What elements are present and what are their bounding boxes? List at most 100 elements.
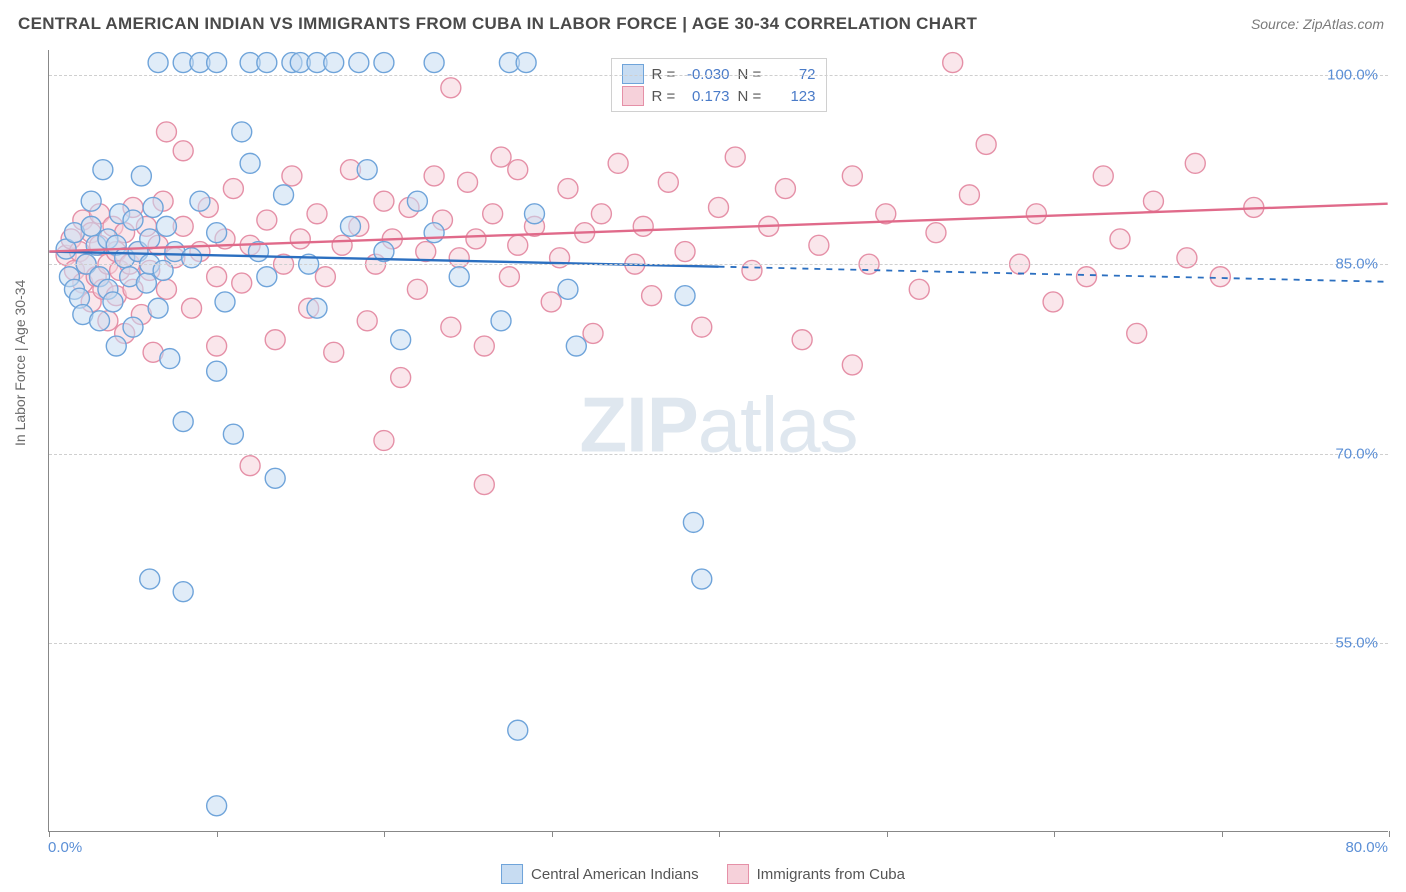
data-point <box>407 279 427 299</box>
data-point <box>198 197 218 217</box>
data-point <box>608 153 628 173</box>
data-point <box>257 53 277 73</box>
data-point <box>675 286 695 306</box>
data-point <box>81 292 101 312</box>
data-point <box>424 53 444 73</box>
trend-lines-layer <box>49 50 1388 831</box>
data-point <box>160 349 180 369</box>
data-point <box>441 317 461 337</box>
data-point <box>173 216 193 236</box>
data-point <box>223 424 243 444</box>
data-point <box>692 317 712 337</box>
data-point <box>173 53 193 73</box>
data-point <box>98 229 118 249</box>
data-point <box>909 279 929 299</box>
watermark-bold: ZIP <box>579 380 697 468</box>
legend-label-a: Central American Indians <box>531 866 699 883</box>
data-point <box>59 267 79 287</box>
data-point <box>842 355 862 375</box>
data-point <box>207 336 227 356</box>
trend-line <box>49 204 1387 252</box>
data-point <box>499 53 519 73</box>
data-point <box>215 229 235 249</box>
data-point <box>123 210 143 230</box>
data-point <box>240 153 260 173</box>
data-point <box>491 311 511 331</box>
data-point <box>575 223 595 243</box>
data-point <box>215 292 235 312</box>
data-point <box>90 204 110 224</box>
data-point <box>165 242 185 262</box>
x-tick <box>1222 831 1223 837</box>
data-point <box>173 412 193 432</box>
chart-title: CENTRAL AMERICAN INDIAN VS IMMIGRANTS FR… <box>18 14 977 34</box>
data-point <box>153 191 173 211</box>
data-point <box>81 223 101 243</box>
data-point <box>240 456 260 476</box>
x-tick <box>552 831 553 837</box>
data-point <box>56 245 76 265</box>
data-point <box>173 582 193 602</box>
gridline <box>49 643 1388 644</box>
data-point <box>725 147 745 167</box>
data-point <box>926 223 946 243</box>
data-point <box>156 279 176 299</box>
data-point <box>382 229 402 249</box>
data-point <box>136 273 156 293</box>
data-point <box>524 216 544 236</box>
data-point <box>391 330 411 350</box>
data-point <box>324 53 344 73</box>
data-point <box>123 317 143 337</box>
data-point <box>675 242 695 262</box>
data-point <box>516 53 536 73</box>
data-point <box>207 796 227 816</box>
data-point <box>432 210 452 230</box>
data-point <box>240 53 260 73</box>
data-point <box>148 298 168 318</box>
data-point <box>709 197 729 217</box>
data-point <box>1143 191 1163 211</box>
data-point <box>106 235 126 255</box>
data-point <box>876 204 896 224</box>
data-point <box>128 242 148 262</box>
legend-swatch-a <box>501 864 523 884</box>
data-point <box>140 569 160 589</box>
data-point <box>143 197 163 217</box>
data-point <box>248 242 268 262</box>
data-point <box>120 267 140 287</box>
data-point <box>182 298 202 318</box>
series-legend: Central American Indians Immigrants from… <box>501 864 905 884</box>
data-point <box>90 267 110 287</box>
data-point <box>257 210 277 230</box>
data-point <box>156 122 176 142</box>
x-tick <box>1389 831 1390 837</box>
legend-r-label: R = <box>652 88 680 105</box>
data-point <box>131 166 151 186</box>
data-point <box>64 279 84 299</box>
data-point <box>658 172 678 192</box>
data-point <box>93 160 113 180</box>
data-point <box>290 53 310 73</box>
legend-item-b: Immigrants from Cuba <box>727 864 905 884</box>
legend-r-a: -0.030 <box>686 66 730 83</box>
data-point <box>143 342 163 362</box>
data-point <box>374 53 394 73</box>
legend-n-a: 72 <box>772 66 816 83</box>
data-point <box>73 273 93 293</box>
data-point <box>106 242 126 262</box>
data-point <box>357 311 377 331</box>
data-point <box>148 53 168 73</box>
data-point <box>466 229 486 249</box>
data-point <box>156 216 176 236</box>
y-tick-label: 100.0% <box>1327 67 1378 84</box>
data-point <box>69 288 89 308</box>
data-point <box>1026 204 1046 224</box>
data-point <box>508 720 528 740</box>
data-point <box>73 305 93 325</box>
data-point <box>349 216 369 236</box>
data-point <box>683 512 703 532</box>
data-point <box>61 229 81 249</box>
data-point <box>959 185 979 205</box>
data-point <box>274 185 294 205</box>
x-tick-label: 0.0% <box>48 839 82 856</box>
